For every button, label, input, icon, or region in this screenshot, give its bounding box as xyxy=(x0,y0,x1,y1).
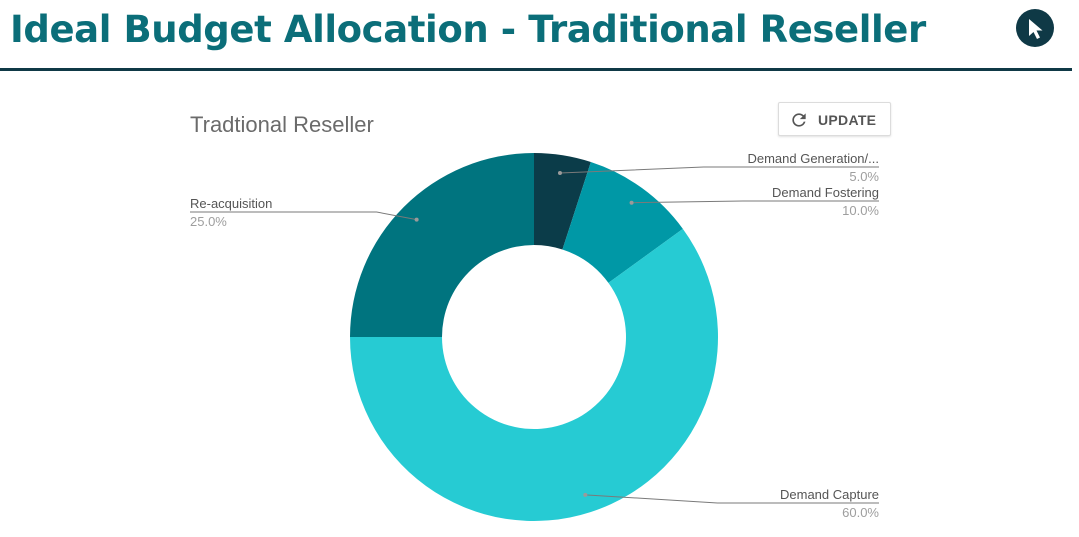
header-divider xyxy=(0,68,1072,71)
cursor-button[interactable] xyxy=(1016,9,1054,47)
leader-dot-4 xyxy=(414,217,419,222)
slice-name-label: Re-acquisition xyxy=(190,196,272,211)
donut-slices xyxy=(350,153,718,522)
slice-percent-label: 10.0% xyxy=(842,203,879,218)
slice-name-label: Demand Generation/... xyxy=(747,151,879,166)
update-button[interactable]: UPDATE xyxy=(778,102,891,136)
slice-name-label: Demand Capture xyxy=(780,487,879,502)
leader-dot-1 xyxy=(557,171,562,176)
leader-line-4 xyxy=(190,211,417,221)
refresh-icon xyxy=(792,113,806,127)
page-title: Ideal Budget Allocation - Traditional Re… xyxy=(10,8,926,51)
donut-slice-1[interactable] xyxy=(534,153,591,250)
donut-slice-2[interactable] xyxy=(562,162,683,283)
slice-percent-label: 25.0% xyxy=(190,214,227,229)
leader-line-1 xyxy=(559,166,879,174)
slice-labels: Demand Generation/... 5.0%Demand Fosterin… xyxy=(190,151,879,520)
leader-line-3 xyxy=(585,494,879,504)
donut-slice-3[interactable] xyxy=(350,228,718,522)
cursor-arrow-icon xyxy=(1029,19,1043,39)
donut-slice-4[interactable] xyxy=(350,153,534,337)
slice-percent-label: 60.0% xyxy=(842,505,879,520)
slice-name-label: Demand Fostering xyxy=(772,185,879,200)
slice-percent-label: 5.0% xyxy=(849,169,879,184)
chart-title: Tradtional Reseller xyxy=(190,112,374,137)
leader-line-2 xyxy=(631,200,879,204)
update-button-label: UPDATE xyxy=(818,112,877,128)
leader-dot-2 xyxy=(629,200,634,205)
leader-dot-3 xyxy=(583,492,588,497)
